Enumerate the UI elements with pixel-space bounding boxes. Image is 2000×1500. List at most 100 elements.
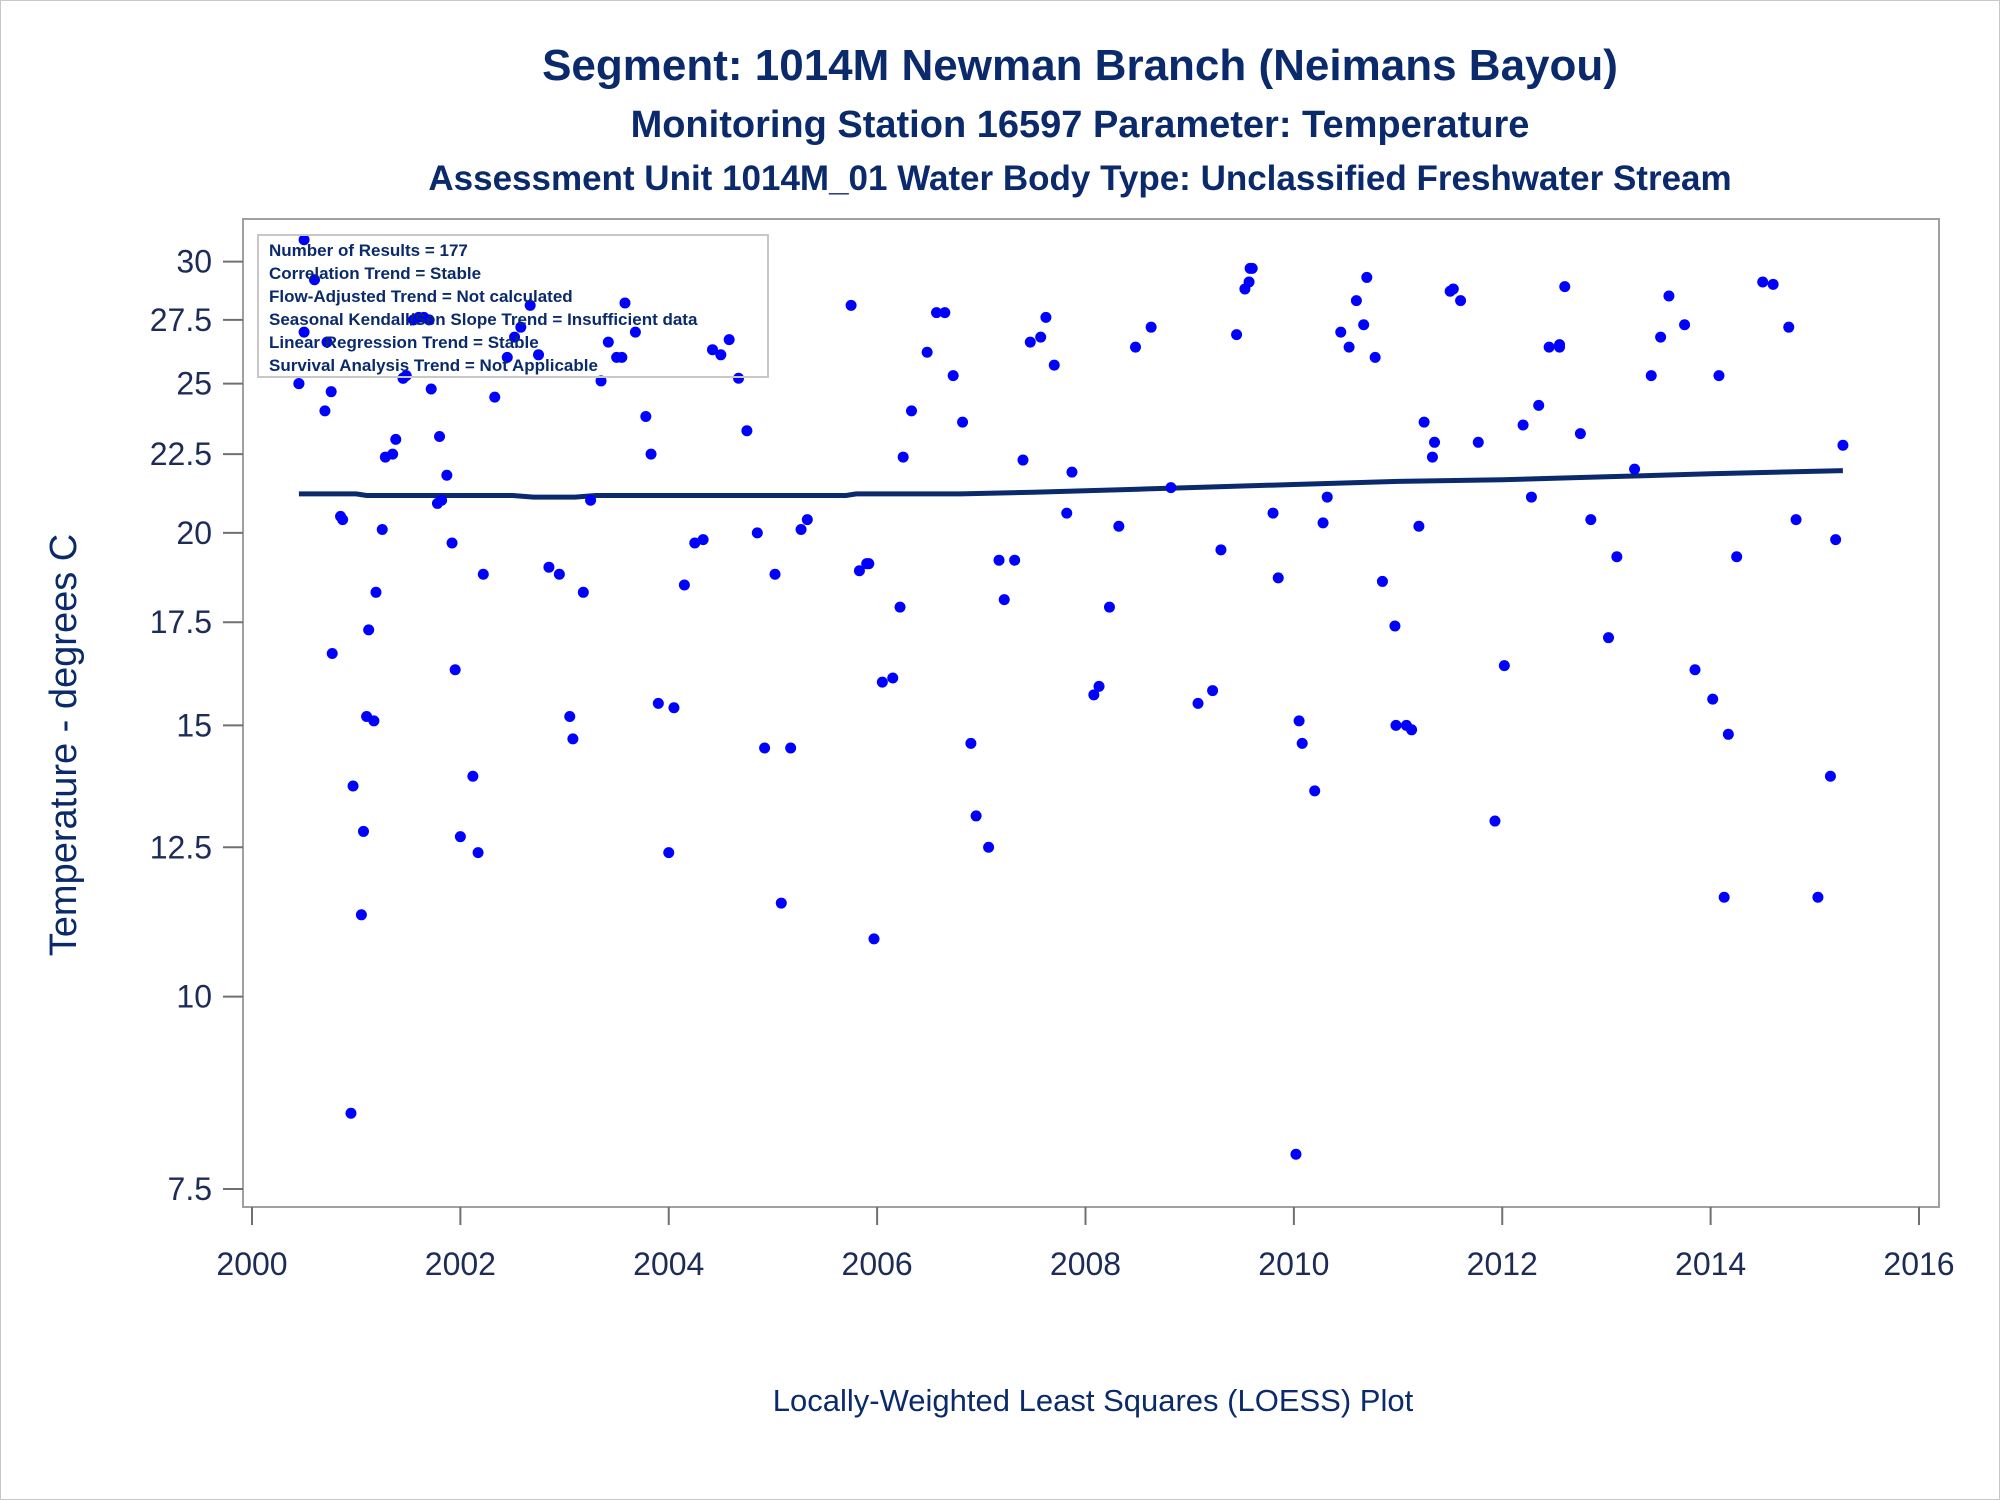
data-point [585,494,597,506]
data-point [1231,329,1243,341]
y-tick-label: 15 [176,707,212,743]
data-points [293,234,1849,1160]
x-tick-label: 2008 [1050,1246,1121,1282]
data-point [376,524,388,536]
data-point [436,494,448,506]
data-point [370,586,382,598]
data-point [363,624,375,636]
statistic-line: Correlation Trend = Stable [269,264,481,283]
statistic-line: Survival Analysis Trend = Not Applicable [269,356,598,375]
data-point [1718,891,1730,903]
data-point [298,234,310,246]
data-point [759,742,771,754]
statistic-line: Number of Results = 177 [269,241,468,260]
data-point [477,568,489,580]
data-point [1103,601,1115,613]
statistics-text: Number of Results = 177 Correlation Trend… [269,241,698,375]
data-point [533,349,545,361]
data-point [1533,399,1545,411]
data-point [1130,341,1142,353]
data-point [1757,276,1769,288]
data-point [1574,428,1586,440]
data-point [1048,359,1060,371]
data-point [1679,319,1691,331]
data-point [553,568,565,580]
footer-caption: Locally-Weighted Least Squares (LOESS) P… [773,1383,1414,1418]
data-point [733,372,745,384]
data-point [795,524,807,536]
data-point [319,405,331,417]
y-tick-label: 20 [176,515,212,551]
data-point [489,391,501,403]
data-point [1559,281,1571,293]
data-point [577,586,589,598]
statistics-box [257,234,769,378]
data-point [894,601,906,613]
data-point [1413,520,1425,532]
data-point [897,451,909,463]
data-point [1824,770,1836,782]
data-point [1517,419,1529,431]
y-tick-label: 22.5 [150,436,212,472]
y-axis: 7.5 10 12.5 15 17.5 20 22.5 25 27.5 30 [150,244,243,1207]
data-point [1088,689,1100,701]
data-point [595,375,607,387]
data-point [1455,295,1467,307]
data-point [1243,276,1255,288]
data-point [983,841,995,853]
data-point [1066,466,1078,478]
data-point [993,554,1005,566]
data-point [368,715,380,727]
data-point [1267,507,1279,519]
data-point [1812,891,1824,903]
data-point [1272,572,1284,584]
data-point [1343,341,1355,353]
data-point [663,847,675,859]
data-point [423,314,435,326]
data-point [1837,439,1849,451]
x-tick-label: 2002 [425,1246,496,1282]
data-point [564,710,576,722]
data-point [845,299,857,311]
plot-area [242,218,1940,1208]
data-point [1093,680,1105,692]
data-point [1321,491,1333,503]
data-point [1113,520,1125,532]
data-point [524,299,536,311]
data-point [1350,295,1362,307]
data-point [293,378,305,390]
y-tick-label: 30 [176,244,212,280]
data-point [697,534,709,546]
data-point [298,326,310,338]
data-point [1689,664,1701,676]
data-point [1293,715,1305,727]
data-point [543,561,555,573]
data-point [1165,482,1177,494]
data-point [434,430,446,442]
data-point [715,349,727,361]
data-point [1472,436,1484,448]
data-point [689,537,701,549]
data-point [1215,544,1227,556]
data-point [668,702,680,714]
y-tick-label: 10 [176,979,212,1015]
data-point [645,448,657,460]
data-point [957,416,969,428]
data-point [769,568,781,580]
data-point [1369,351,1381,363]
data-point [390,433,402,445]
statistic-line: Seasonal Kendall/Sen Slope Trend = Insuf… [269,310,698,329]
data-point [1663,290,1675,302]
data-point [1145,321,1157,333]
data-point [1629,463,1641,475]
data-point [1722,728,1734,740]
data-point [629,326,641,338]
data-point [1655,331,1667,343]
x-tick-label: 2000 [216,1246,287,1282]
data-point [1603,632,1615,644]
data-point [387,448,399,460]
data-point [1543,341,1555,353]
data-point [1767,278,1779,290]
data-point [1406,724,1418,736]
chart-subtitle-2: Assessment Unit 1014M_01 Water Body Type… [428,159,1731,198]
